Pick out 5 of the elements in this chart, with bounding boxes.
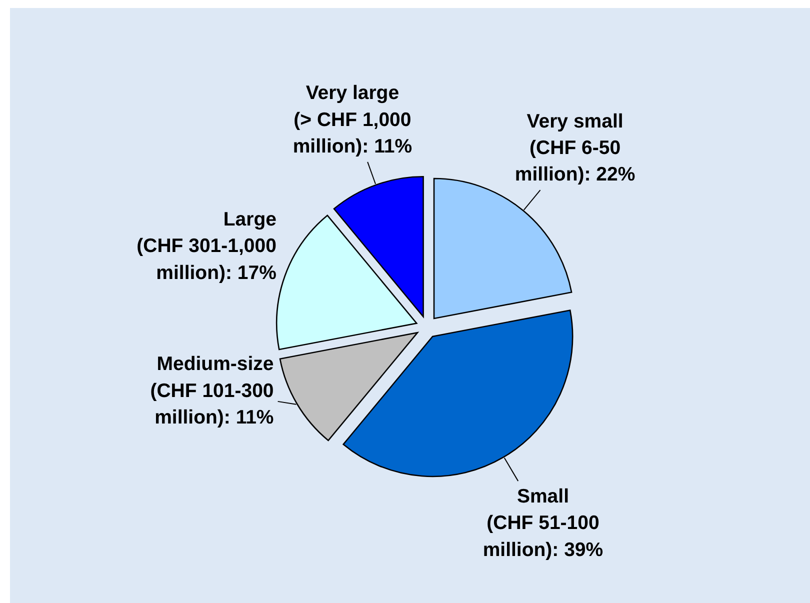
slice-label: Very small (CHF 6-50 million): 22%	[514, 110, 636, 186]
slice-label: Small (CHF 51-100 million): 39%	[482, 485, 604, 561]
slice-label: Large (CHF 301-1,000 million): 17%	[136, 208, 277, 284]
slice-label: Very large (> CHF 1,000 million): 11%	[292, 82, 412, 158]
slice-label: Medium-size (CHF 101-300 million): 11%	[150, 353, 274, 429]
